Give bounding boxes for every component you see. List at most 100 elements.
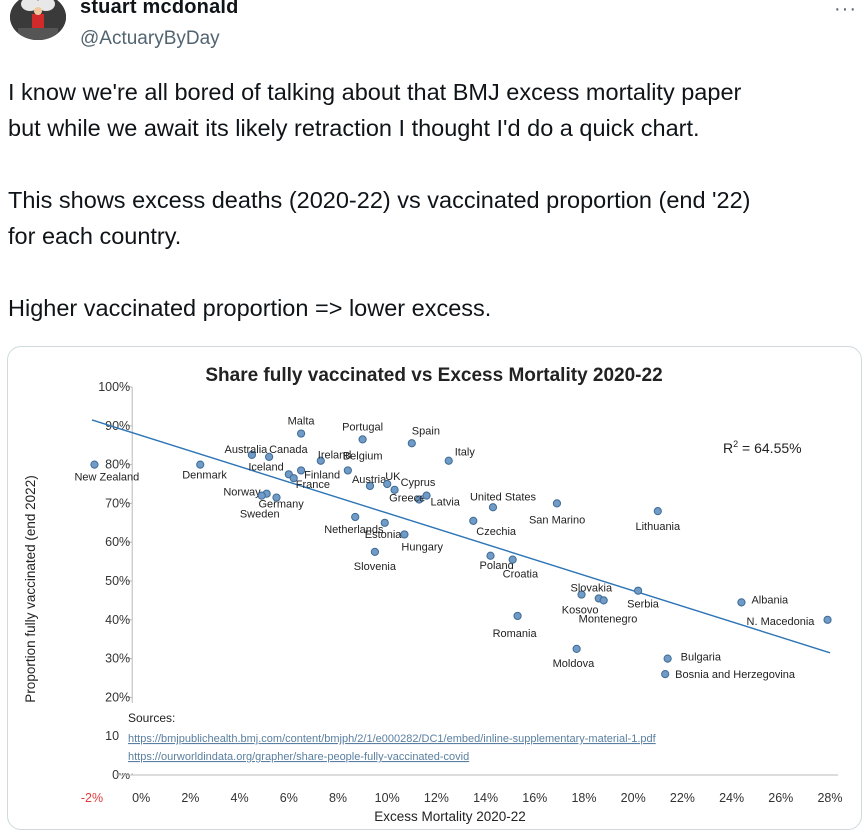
point-label: Sweden xyxy=(240,509,280,521)
point-label: Norway xyxy=(223,487,261,499)
data-point xyxy=(486,551,495,560)
y-tick-label: 90% xyxy=(105,419,130,433)
data-point xyxy=(196,460,205,469)
point-label: Belgium xyxy=(343,450,383,462)
data-point xyxy=(380,518,389,527)
tweet-line: but while we await its likely retraction… xyxy=(8,115,700,141)
point-label: Germany xyxy=(259,499,305,511)
data-point xyxy=(383,479,392,489)
x-tick-label: 14% xyxy=(473,791,498,805)
y-tick-label: 50% xyxy=(105,574,130,588)
data-point xyxy=(737,598,746,607)
x-tick-label: 24% xyxy=(719,791,744,805)
tweet-line: This shows excess deaths (2020-22) vs va… xyxy=(8,187,751,213)
x-tick-label: 4% xyxy=(231,791,249,805)
point-label: United States xyxy=(470,491,537,503)
point-label: Iceland xyxy=(248,461,283,473)
scatter-chart: Share fully vaccinated vs Excess Mortali… xyxy=(23,365,843,824)
point-label: Australia xyxy=(225,444,269,456)
point-label: Portugal xyxy=(342,421,383,433)
y-tick-label: 70% xyxy=(105,496,130,510)
x-tick-label: 12% xyxy=(424,791,449,805)
data-point xyxy=(572,644,581,653)
x-tick-label: 16% xyxy=(522,791,547,805)
x-tick-label: -2% xyxy=(81,791,103,805)
y-tick-label: 60% xyxy=(105,535,130,549)
data-point xyxy=(400,530,409,539)
point-label: Bulgaria xyxy=(681,652,722,664)
more-icon[interactable]: ··· xyxy=(834,0,857,20)
x-tick-label: 28% xyxy=(817,791,842,805)
point-label: Czechia xyxy=(476,526,517,538)
data-point xyxy=(289,474,298,483)
data-point xyxy=(90,460,99,469)
point-label: Spain xyxy=(412,425,440,437)
tweet-paragraph-1: I know we're all bored of talking about … xyxy=(8,74,741,146)
chart-image-card[interactable]: Share fully vaccinated vs Excess Mortali… xyxy=(7,346,862,830)
point-label: Poland xyxy=(480,560,514,572)
x-tick-label: 26% xyxy=(768,791,793,805)
point-label: Italy xyxy=(455,447,476,459)
data-point xyxy=(653,507,662,516)
data-point xyxy=(661,670,670,679)
chart-title: Share fully vaccinated vs Excess Mortali… xyxy=(205,365,662,386)
tweet-line: for each country. xyxy=(8,223,182,249)
point-label: Albania xyxy=(751,594,789,606)
x-tick-label: 20% xyxy=(621,791,646,805)
tweet-paragraph-2: This shows excess deaths (2020-22) vs va… xyxy=(8,182,751,254)
point-label: New Zealand xyxy=(74,472,139,484)
y-tick-label: 30% xyxy=(105,652,130,666)
data-point xyxy=(552,499,562,508)
point-label: Finland xyxy=(304,469,340,481)
point-label: Netherlands xyxy=(324,524,384,536)
x-tick-label: 18% xyxy=(571,791,596,805)
tweet-line: Higher vaccinated proportion => lower ex… xyxy=(8,295,492,321)
r-squared-value: 64.55% xyxy=(754,440,801,456)
y-axis-label: Proportion fully vaccinated (end 2022) xyxy=(23,475,38,702)
data-point xyxy=(247,450,256,460)
data-point xyxy=(297,466,306,475)
data-point xyxy=(823,615,832,624)
data-point xyxy=(297,429,306,438)
source-link-bmj[interactable]: https://bmjpublichealth.bmj.com/content/… xyxy=(128,733,657,745)
data-point xyxy=(634,586,643,595)
point-label: Croatia xyxy=(503,569,539,581)
point-label: Moldova xyxy=(553,658,595,670)
data-point xyxy=(663,654,672,663)
point-label: Slovakia xyxy=(571,583,613,595)
point-label: Lithuania xyxy=(635,521,681,533)
data-point xyxy=(390,485,399,494)
data-point xyxy=(422,491,431,500)
x-axis-label: Excess Mortality 2020-22 xyxy=(374,809,526,824)
y-tick-label: 20% xyxy=(105,690,130,704)
point-label: Canada xyxy=(269,444,308,456)
trendline xyxy=(91,419,831,654)
point-label: Greece xyxy=(389,493,425,505)
data-point xyxy=(316,456,325,465)
data-point xyxy=(272,493,281,502)
x-tick-label: 22% xyxy=(670,791,695,805)
point-label: Serbia xyxy=(627,599,660,611)
point-label: Austria xyxy=(352,474,387,486)
author-name[interactable]: stuart mcdonald xyxy=(80,0,239,18)
tweet-line: I know we're all bored of talking about … xyxy=(8,79,742,105)
r-squared-label: R2 = 64.55% xyxy=(723,439,802,456)
x-tick-label: 10% xyxy=(375,791,400,805)
sources-title: Sources: xyxy=(128,711,175,725)
source-link-owid[interactable]: https://ourworldindata.org/grapher/share… xyxy=(128,751,469,763)
x-tick-label: 8% xyxy=(329,791,347,805)
data-point xyxy=(407,439,416,448)
point-label: Denmark xyxy=(182,470,227,482)
x-tick-label: 0% xyxy=(132,791,150,805)
point-label: Ireland xyxy=(318,450,352,462)
point-label: Slovenia xyxy=(354,561,397,573)
data-point xyxy=(599,596,608,605)
data-point xyxy=(358,435,367,444)
author-handle[interactable]: @ActuaryByDay xyxy=(80,28,220,49)
y-tick-label: 80% xyxy=(105,458,130,472)
avatar[interactable] xyxy=(10,0,66,40)
point-label: San Marino xyxy=(529,514,585,526)
data-point xyxy=(444,456,453,465)
point-label: Hungary xyxy=(401,541,443,553)
y-tick-label: 100% xyxy=(98,380,130,394)
